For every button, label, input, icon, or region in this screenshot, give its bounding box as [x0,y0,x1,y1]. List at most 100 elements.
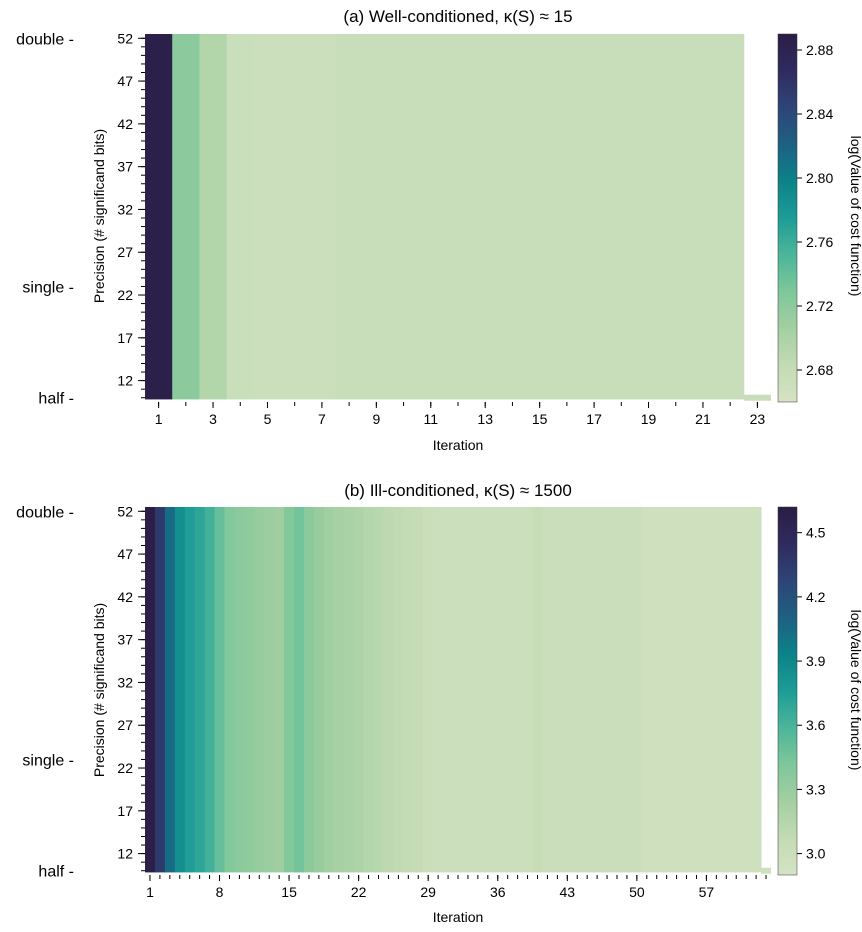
heatmap-column-25 [383,507,394,873]
heatmap-column-16 [553,34,581,400]
heatmap-column-14 [498,34,527,400]
y-tick-label: 47 [117,546,133,562]
heatmap-column-58 [711,507,722,873]
heatmap-column-4 [226,34,255,400]
panel-a-heatmap [145,34,771,401]
x-tick-label: 17 [586,411,602,427]
panel-a-axes: 1 3 5 7 9 11 13 15 17 19 21 23524742373227221712dou… [16,30,833,427]
colorbar-tick-label: 3.0 [806,846,826,862]
heatmap-column-48 [612,507,623,873]
x-tick-label: 11 [424,411,439,427]
heatmap-column-13 [471,34,500,400]
x-tick-label: 43 [560,884,576,900]
x-tick-label: 1 [155,411,163,427]
colorbar-tick-label: 4.5 [806,525,826,541]
precision-label-half: half - [38,864,74,881]
heatmap-column-56 [691,507,702,873]
x-tick-label: 13 [477,411,493,427]
panel-b-colorbar [777,506,798,876]
heatmap-column-40 [532,507,543,873]
colorbar-tick-label: 2.84 [806,106,833,122]
precision-label-double: double - [16,504,74,521]
x-tick-label: 15 [281,884,297,900]
heatmap-column-2 [172,34,200,400]
x-tick-label: 15 [532,411,548,427]
y-tick-label: 17 [117,803,133,819]
panel-a-ylabel: Precision (# significand bits) [91,129,107,303]
colorbar-tick-label: 2.68 [806,362,833,378]
y-tick-label: 22 [117,287,133,303]
heatmap-column-63 [761,867,771,874]
y-tick-label: 37 [117,632,133,648]
x-tick-label: 19 [641,411,657,427]
heatmap-column-35 [482,507,494,873]
heatmap-column-38 [512,507,524,873]
heatmap-column-12 [444,34,473,400]
y-tick-label: 27 [117,717,133,733]
y-tick-label: 52 [117,503,133,519]
heatmap-column-15 [284,507,295,873]
precision-label-single: single - [22,752,74,769]
y-tick-label: 12 [117,846,133,862]
heatmap-column-55 [681,507,693,873]
heatmap-column-47 [602,507,613,873]
heatmap-column-62 [751,507,762,873]
heatmap-column-29 [423,507,434,873]
panel-a-xlabel: Iteration [433,437,484,453]
panel-b-title: (b) Ill-conditioned, κ(S) ≈ 1500 [344,481,572,500]
y-tick-label: 37 [117,159,133,175]
panel-a-colorbar-label: log(Value of cost function) [848,136,862,297]
heatmap-column-34 [472,507,484,873]
y-tick-label: 42 [117,116,133,132]
heatmap-column-36 [492,507,504,873]
panel-b-heatmap [145,507,771,874]
colorbar-tick-label: 2.76 [806,234,833,250]
heatmap-column-1 [145,507,156,873]
panel-b-ylabel: Precision (# significand bits) [91,603,107,777]
heatmap-column-13 [264,507,275,873]
heatmap-column-14 [274,507,285,873]
heatmap-column-22 [353,507,365,873]
heatmap-column-45 [582,507,593,873]
y-tick-label: 22 [117,760,133,776]
heatmap-column-23 [363,507,375,873]
heatmap-column-16 [294,507,305,873]
heatmap-column-20 [333,507,345,873]
heatmap-column-22 [716,34,745,400]
heatmap-column-53 [661,507,673,873]
panel-b-xlabel: Iteration [433,909,484,925]
heatmap-column-19 [323,507,335,873]
x-tick-label: 7 [318,411,326,427]
heatmap-column-7 [204,507,216,873]
heatmap-column-18 [313,507,325,873]
heatmap-column-6 [194,507,206,873]
heatmap-column-3 [164,507,176,873]
heatmap-column-10 [389,34,418,400]
heatmap-column-9 [362,34,391,400]
heatmap-column-1 [145,34,173,400]
heatmap-column-3 [199,34,228,400]
heatmap-column-39 [522,507,534,873]
heatmap-column-26 [393,507,404,873]
x-tick-label: 9 [372,411,380,427]
heatmap-column-54 [671,507,683,873]
x-tick-label: 21 [695,411,711,427]
heatmap-column-51 [641,507,653,873]
x-tick-label: 57 [699,884,715,900]
heatmap-column-30 [433,507,444,873]
heatmap-column-50 [631,507,643,873]
heatmap-column-46 [592,507,603,873]
heatmap-column-11 [417,34,445,400]
y-tick-label: 42 [117,589,133,605]
heatmap-column-9 [224,507,235,873]
x-tick-label: 36 [490,884,506,900]
x-tick-label: 3 [209,411,217,427]
heatmap-column-37 [502,507,514,873]
heatmap-column-5 [184,507,196,873]
heatmap-column-18 [607,34,636,400]
panel-b-colorbar-label: log(Value of cost function) [848,610,862,771]
x-tick-label: 1 [146,884,154,900]
heatmap-column-8 [214,507,225,873]
